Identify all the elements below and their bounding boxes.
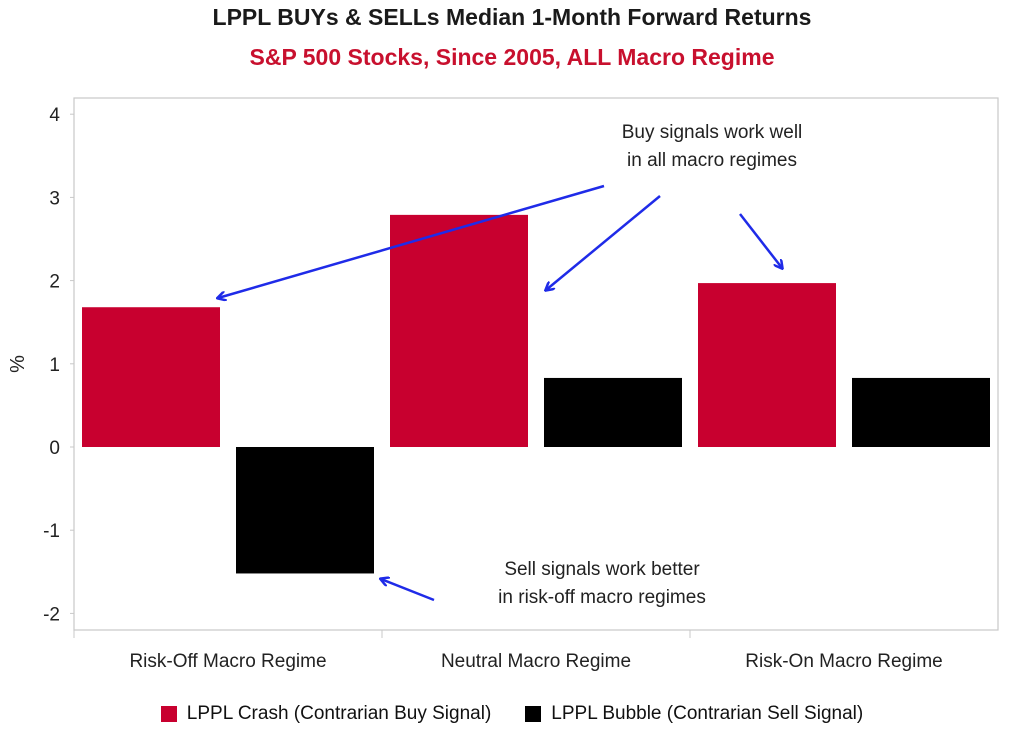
legend-label-crash: LPPL Crash (Contrarian Buy Signal): [186, 703, 492, 724]
legend-item-crash: LPPL Crash (Contrarian Buy Signal): [160, 703, 492, 725]
bar-bubble-2: [852, 377, 990, 447]
sell-note-line-2: in risk-off macro regimes: [498, 587, 706, 608]
x-category-label: Risk-On Macro Regime: [745, 651, 942, 672]
bar-crash-1: [390, 214, 528, 447]
y-tick-label: 1: [49, 355, 60, 376]
legend-swatch-bubble: [525, 706, 542, 722]
x-category-label: Risk-Off Macro Regime: [129, 651, 326, 672]
arrow-to-neutral-buy: [546, 195, 661, 290]
sell-annotation: Sell signals work better in risk-off mac…: [381, 559, 706, 608]
y-tick-label: -1: [43, 521, 60, 542]
bar-bubble-0: [236, 447, 374, 574]
arrow-to-risk-off-sell: [381, 579, 435, 602]
buy-annotation: Buy signals work well in all macro regim…: [218, 122, 802, 298]
y-tick-label: -2: [43, 604, 60, 625]
bar-crash-0: [82, 307, 220, 447]
bar-crash-2: [698, 283, 836, 447]
y-tick-label: 3: [49, 188, 60, 209]
x-category-label: Neutral Macro Regime: [441, 651, 631, 672]
legend-item-bubble: LPPL Bubble (Contrarian Sell Signal): [525, 703, 863, 725]
chart-subtitle: S&P 500 Stocks, Since 2005, ALL Macro Re…: [249, 44, 775, 70]
bar-bubble-1: [544, 377, 682, 447]
y-tick-label: 0: [49, 438, 60, 459]
buy-note-line-2: in all macro regimes: [627, 150, 797, 171]
sell-note-line-1: Sell signals work better: [504, 559, 700, 580]
legend-label-bubble: LPPL Bubble (Contrarian Sell Signal): [551, 703, 864, 724]
chart-title: LPPL BUYs & SELLs Median 1-Month Forward…: [212, 4, 812, 30]
bar-chart: 4 3 2 1 0 -1 -2 Risk-Off Macro Regime Neutral M…: [7, 97, 999, 672]
arrow-to-risk-on-buy: [739, 213, 782, 268]
y-tick-label: 2: [49, 272, 60, 293]
legend: LPPL Crash (Contrarian Buy Signal) LPPL …: [0, 703, 1024, 725]
y-tick-label: 4: [49, 105, 60, 126]
y-axis-label: %: [7, 355, 29, 373]
buy-note-line-1: Buy signals work well: [622, 122, 803, 143]
arrow-to-risk-off-buy: [218, 184, 605, 298]
legend-swatch-crash: [160, 706, 177, 722]
